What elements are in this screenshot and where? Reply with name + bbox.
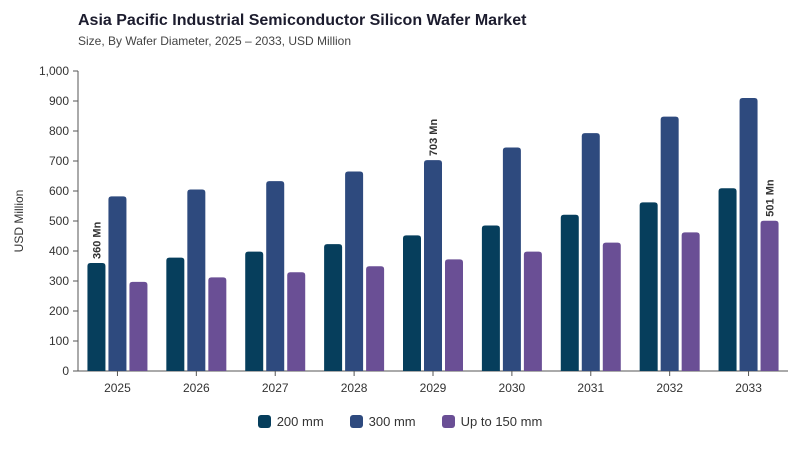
bar-200-mm-2028 xyxy=(324,244,343,371)
bar-up-to-150-mm-2030 xyxy=(523,251,542,371)
x-tick-label: 2025 xyxy=(104,381,131,395)
legend-item-up-to-150mm: Up to 150 mm xyxy=(441,414,543,429)
x-tick-label: 2028 xyxy=(341,381,368,395)
bar-200-mm-2031 xyxy=(560,214,579,371)
bar-300-mm-2029 xyxy=(424,160,442,371)
legend-label-200mm: 200 mm xyxy=(276,414,324,429)
x-tick-label: 2029 xyxy=(420,381,447,395)
y-tick-label: 1,000 xyxy=(39,64,69,78)
bar-300-mm-2028 xyxy=(345,171,364,371)
bar-300-mm-2032 xyxy=(660,116,679,371)
y-tick-label: 300 xyxy=(49,274,69,288)
bar-chart: 0 100 200 300 400 500 600 700 800 900 1,000 USD Mil… xyxy=(12,64,788,395)
bar-up-to-150-mm-2027 xyxy=(287,272,306,371)
y-tick-label: 400 xyxy=(49,244,69,258)
bar-200-mm-2032 xyxy=(639,202,658,371)
legend-swatch-up-to-150mm xyxy=(441,415,455,428)
bar-up-to-150-mm-2026 xyxy=(208,277,227,371)
bar-300-mm-2025 xyxy=(108,196,127,371)
bar-up-to-150-mm-2032 xyxy=(681,232,700,371)
bar-300-mm-2027 xyxy=(266,181,285,371)
bar-200-mm-2033 xyxy=(718,188,737,371)
bar-200-mm-2026 xyxy=(166,257,185,371)
legend-label-300mm: 300 mm xyxy=(368,414,416,429)
bar-300-mm-2030 xyxy=(502,147,521,371)
y-tick-label: 700 xyxy=(49,154,69,168)
data-label: 360 Mn xyxy=(91,221,103,259)
data-label: 703 Mn xyxy=(428,119,440,157)
y-tick-label: 0 xyxy=(62,364,69,378)
bar-300-mm-2026 xyxy=(187,189,206,371)
legend-swatch-300mm xyxy=(349,415,363,428)
x-tick-label: 2027 xyxy=(262,381,289,395)
x-tick-label: 2033 xyxy=(735,381,762,395)
legend-item-300mm: 300 mm xyxy=(349,414,416,429)
y-tick-label: 600 xyxy=(49,184,69,198)
chart-subtitle: Size, By Wafer Diameter, 2025 – 2033, US… xyxy=(78,34,352,48)
y-tick-label: 500 xyxy=(49,214,69,228)
bar-300-mm-2033 xyxy=(739,98,758,371)
legend: 200 mm 300 mm Up to 150 mm xyxy=(0,414,800,429)
y-axis-label: USD Million xyxy=(12,190,26,253)
y-tick-label: 200 xyxy=(49,304,69,318)
legend-label-up-to-150mm: Up to 150 mm xyxy=(460,414,543,429)
bar-200-mm-2030 xyxy=(481,225,500,371)
y-tick-label: 800 xyxy=(49,124,69,138)
bar-300-mm-2031 xyxy=(581,133,600,371)
bar-up-to-150-mm-2029 xyxy=(445,259,463,371)
legend-swatch-200mm xyxy=(257,415,271,428)
y-tick-label: 100 xyxy=(49,334,69,348)
bar-up-to-150-mm-2025 xyxy=(129,281,148,371)
y-tick-label: 900 xyxy=(49,94,69,108)
bar-up-to-150-mm-2028 xyxy=(366,266,385,371)
legend-item-200mm: 200 mm xyxy=(257,414,324,429)
bar-up-to-150-mm-2033 xyxy=(760,220,779,371)
bar-200-mm-2029 xyxy=(403,235,421,371)
x-tick-label: 2030 xyxy=(499,381,526,395)
chart-title: Asia Pacific Industrial Semiconductor Si… xyxy=(78,12,527,29)
x-tick-label: 2031 xyxy=(577,381,604,395)
bar-up-to-150-mm-2031 xyxy=(602,242,621,371)
x-tick-label: 2032 xyxy=(656,381,683,395)
bar-200-mm-2027 xyxy=(245,251,264,371)
data-label: 501 Mn xyxy=(765,179,777,217)
x-tick-label: 2026 xyxy=(183,381,210,395)
bar-200-mm-2025 xyxy=(87,263,106,371)
